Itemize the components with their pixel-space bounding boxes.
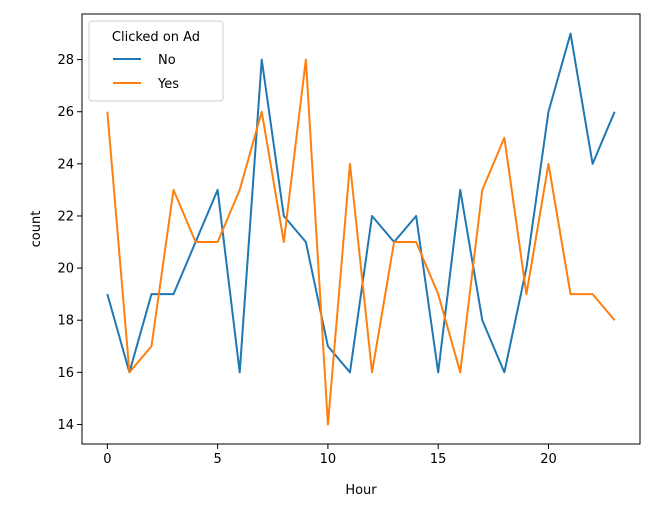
x-tick-label: 10 — [320, 452, 337, 467]
legend-label-no: No — [158, 53, 176, 68]
legend-title: Clicked on Ad — [112, 30, 200, 45]
y-tick-label: 28 — [57, 53, 74, 68]
legend-box — [88, 20, 224, 102]
x-tick-label: 5 — [213, 452, 221, 467]
legend: Clicked on Ad No Yes — [88, 20, 224, 102]
x-axis-label: Hour — [345, 483, 377, 498]
series-line-no — [106, 32, 616, 374]
series-line-yes — [106, 58, 616, 426]
y-tick-label: 16 — [57, 366, 74, 381]
y-tick-label: 26 — [57, 105, 74, 120]
y-tick-label: 14 — [57, 418, 74, 433]
x-axis-ticks: 0 5 10 15 20 — [103, 444, 557, 467]
series-layer — [106, 32, 616, 426]
y-tick-label: 22 — [57, 209, 74, 224]
x-tick-label: 15 — [430, 452, 447, 467]
plot-frame — [81, 13, 641, 445]
legend-label-yes: Yes — [157, 77, 179, 92]
legend-entries: No Yes — [113, 53, 179, 92]
y-tick-label: 18 — [57, 314, 74, 329]
y-tick-label: 24 — [57, 157, 74, 172]
y-axis-ticks: 14 16 18 20 22 24 26 28 — [57, 53, 82, 433]
x-tick-label: 0 — [103, 452, 111, 467]
y-tick-label: 20 — [57, 262, 74, 277]
x-tick-label: 20 — [540, 452, 557, 467]
y-axis-label: count — [29, 211, 44, 248]
